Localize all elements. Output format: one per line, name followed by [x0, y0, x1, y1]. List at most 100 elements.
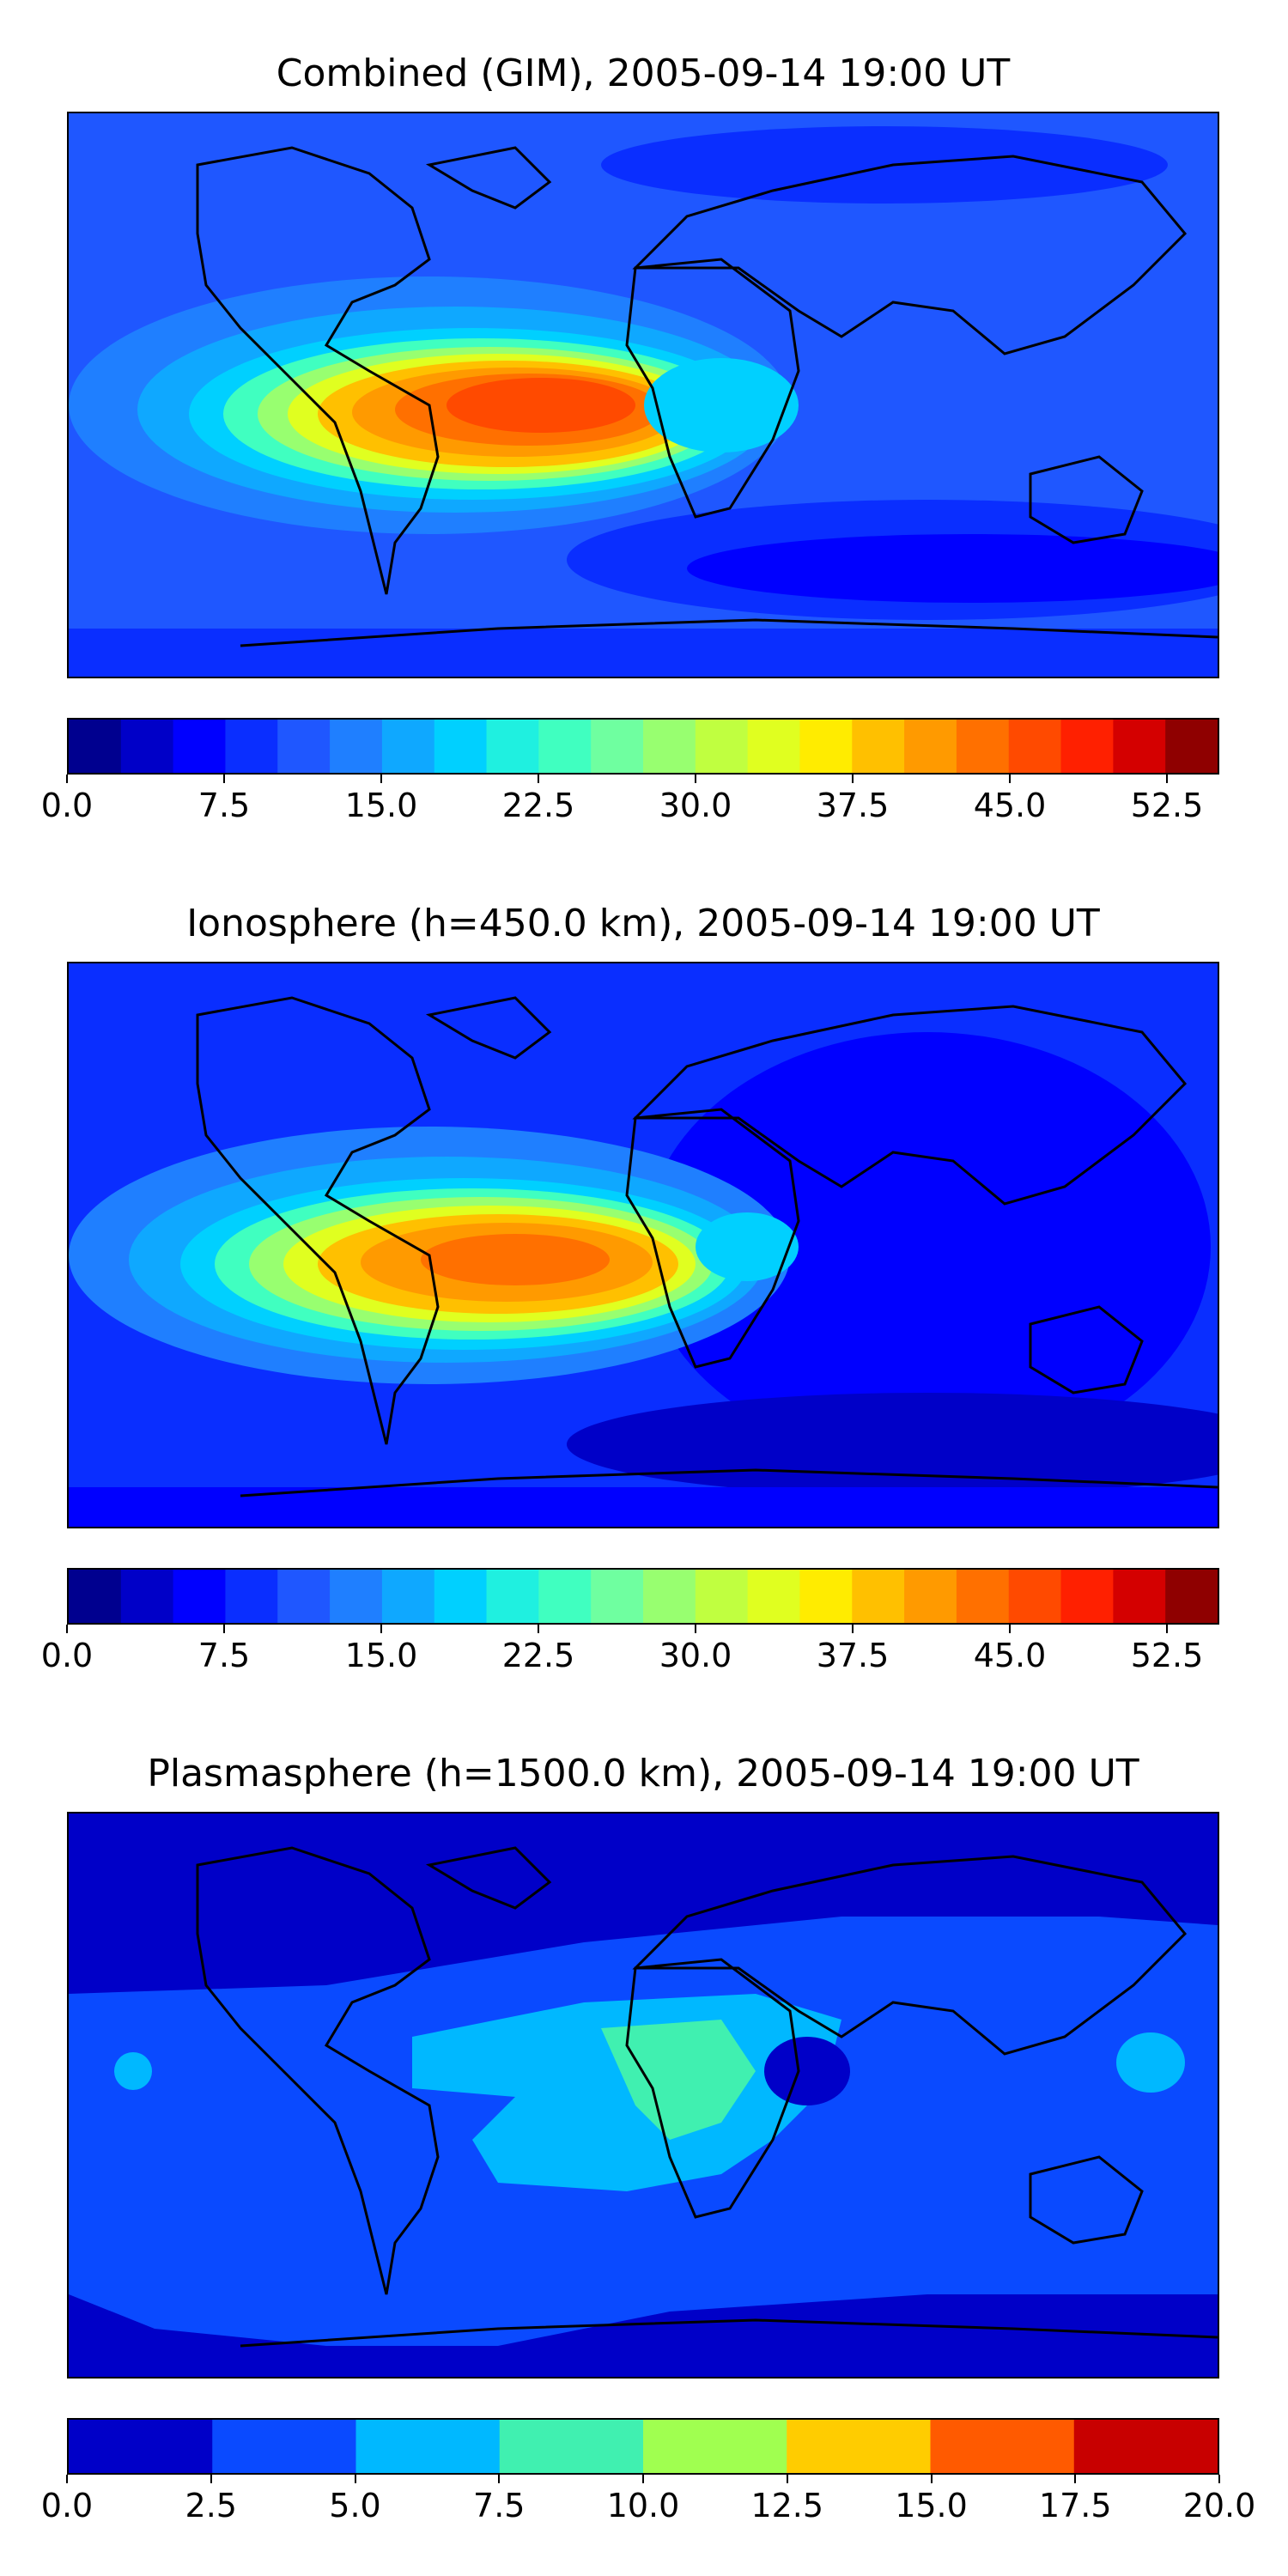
colorbar-tick-label: 30.0 — [659, 787, 732, 824]
colorbar-tick-label: 2.5 — [185, 2487, 237, 2524]
contour-band — [447, 378, 635, 433]
colorbar-segment — [930, 2420, 1075, 2473]
colorbar-tick-label: 0.0 — [40, 787, 94, 824]
colorbar-segment — [1008, 1570, 1062, 1623]
contour-band — [687, 534, 1218, 603]
map-svg — [69, 963, 1218, 1527]
colorbar — [67, 2418, 1219, 2475]
colorbar-tick — [1009, 1625, 1011, 1633]
coastlines — [196, 996, 1218, 1498]
colorbar-tick — [354, 2475, 356, 2483]
colorbar-tick-label: 0.0 — [40, 2487, 94, 2524]
colorbar-segment — [643, 1570, 696, 1623]
colorbar-tick-label: 10.0 — [606, 2487, 680, 2524]
colorbar-segment — [852, 1570, 905, 1623]
colorbar-segment — [173, 1570, 227, 1623]
colorbar-tick — [66, 775, 68, 783]
map-plot — [67, 112, 1219, 678]
colorbar-tick — [1009, 775, 1011, 783]
colorbar-tick-label: 17.5 — [1038, 2487, 1112, 2524]
colorbar-segment — [643, 2420, 787, 2473]
colorbar-tick — [852, 775, 854, 783]
colorbar-segment — [799, 1570, 853, 1623]
colorbar-segment — [381, 720, 435, 773]
colorbar-tick — [1166, 1625, 1168, 1633]
colorbar-segment — [355, 2420, 501, 2473]
colorbar-tick-label: 7.5 — [197, 787, 251, 824]
colorbar-tick — [930, 2475, 933, 2483]
colorbar-segment — [225, 720, 278, 773]
colorbar-segment — [120, 720, 174, 773]
colorbar-segment — [486, 720, 539, 773]
colorbar-tick — [538, 1625, 539, 1633]
colorbar-tick — [642, 2475, 644, 2483]
colorbar-segment — [173, 720, 227, 773]
colorbar-tick — [852, 1625, 854, 1633]
colorbar-segment — [591, 1570, 644, 1623]
colorbar-svg — [69, 720, 1218, 773]
colorbar-tick — [66, 1625, 68, 1633]
colorbar-segment — [1008, 720, 1062, 773]
colorbar-tick-label: 15.0 — [344, 787, 418, 824]
colorbar-segment — [434, 1570, 488, 1623]
contour-band — [601, 2020, 756, 2140]
colorbar-tick-label: 52.5 — [1130, 787, 1204, 824]
colorbar-tick — [1218, 2475, 1220, 2483]
colorbar-ticks: 0.0 7.5 15.0 22.5 30.0 37.5 45.0 52.5 — [41, 775, 1219, 826]
colorbar-segment — [1060, 720, 1114, 773]
colorbar-tick-label: 52.5 — [1130, 1637, 1204, 1674]
colorbar-segment — [120, 1570, 174, 1623]
contour-band — [421, 1234, 610, 1285]
colorbar-tick — [380, 1625, 382, 1633]
coastlines — [196, 146, 1218, 647]
colorbar-tick-label: 15.0 — [344, 1637, 418, 1674]
colorbar-tick — [1166, 775, 1168, 783]
colorbar-tick-label: 30.0 — [659, 1637, 732, 1674]
colorbar-segment — [956, 720, 1010, 773]
colorbar-ticks: 0.0 2.5 5.0 7.5 10.0 12.5 15.0 17.5 20.0 — [41, 2475, 1255, 2526]
colorbar-segment — [1113, 1570, 1166, 1623]
colorbar — [67, 1568, 1219, 1625]
contour-band — [1116, 2032, 1185, 2093]
map-svg — [69, 1814, 1218, 2377]
colorbar-tick-label: 22.5 — [501, 787, 575, 824]
colorbar-segment — [330, 1570, 383, 1623]
contour-band — [696, 1212, 799, 1281]
colorbar-segment — [69, 1570, 122, 1623]
colorbar-segment — [747, 720, 801, 773]
colorbar-tick — [223, 775, 225, 783]
contour-band — [69, 1487, 1218, 1527]
colorbar-tick — [695, 1625, 696, 1633]
colorbar-segment — [538, 1570, 592, 1623]
colorbar-tick-label: 20.0 — [1182, 2487, 1256, 2524]
contour-band — [601, 126, 1168, 204]
map-svg — [69, 113, 1218, 677]
colorbar-segment — [643, 720, 696, 773]
colorbar-segment — [1113, 720, 1166, 773]
colorbar-segment — [787, 2420, 932, 2473]
colorbar-tick-label: 5.0 — [329, 2487, 381, 2524]
colorbar-tick — [786, 2475, 788, 2483]
colorbar-segment — [956, 1570, 1010, 1623]
colorbar-segment — [1165, 1570, 1218, 1623]
map-plot — [67, 1812, 1219, 2379]
chart-title: Plasmasphere (h=1500.0 km), 2005-09-14 1… — [147, 1752, 1139, 1795]
colorbar-ticks: 0.0 7.5 15.0 22.5 30.0 37.5 45.0 52.5 — [41, 1625, 1219, 1676]
chart-title: Ionosphere (h=450.0 km), 2005-09-14 19:0… — [186, 902, 1100, 945]
contour-band — [644, 358, 799, 453]
colorbar-segment — [434, 720, 488, 773]
colorbar-tick-label: 37.5 — [816, 787, 890, 824]
colorbar-segment — [1060, 1570, 1114, 1623]
colorbar-segment — [695, 1570, 749, 1623]
colorbar-tick — [66, 2475, 68, 2483]
colorbar-segment — [591, 720, 644, 773]
colorbar-svg — [69, 2420, 1218, 2473]
colorbar-tick-label: 45.0 — [973, 1637, 1047, 1674]
colorbar-tick-label: 37.5 — [816, 1637, 890, 1674]
colorbar-tick-label: 12.5 — [750, 2487, 824, 2524]
colorbar-segment — [904, 1570, 957, 1623]
colorbar-segment — [1073, 2420, 1218, 2473]
colorbar-segment — [695, 720, 749, 773]
colorbar-tick — [210, 2475, 212, 2483]
contour-band — [644, 1032, 1211, 1461]
